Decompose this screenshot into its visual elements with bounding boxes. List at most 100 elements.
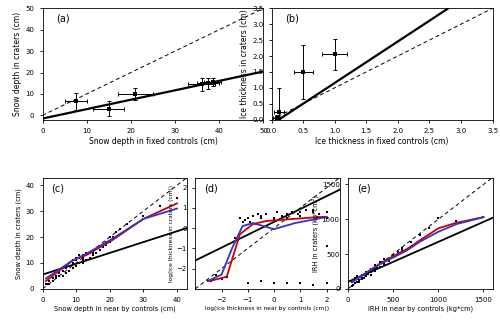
Point (156, 203, 164, 208)
Point (362, 270, 370, 275)
Point (254, 211, 262, 216)
Point (351, 276, 359, 281)
Point (92, 250, 100, 255)
Point (366, 272, 374, 278)
Text: (c): (c) (51, 183, 64, 193)
Point (69, 258, 77, 263)
Point (353, 279, 361, 285)
Point (52, 273, 60, 279)
Point (384, 258, 392, 264)
Point (102, 242, 110, 247)
Point (58, 266, 66, 271)
Point (48, 276, 56, 281)
Point (89, 253, 97, 258)
Point (92, 250, 100, 255)
Point (236, 215, 244, 221)
Point (56, 273, 64, 279)
Point (99, 245, 107, 250)
Point (102, 240, 110, 245)
Text: (a): (a) (56, 14, 70, 24)
Point (96, 247, 104, 253)
Point (348, 279, 356, 285)
Point (207, 278, 215, 284)
Point (86, 255, 94, 260)
Point (66, 263, 74, 268)
Text: (b): (b) (285, 14, 298, 24)
Point (358, 277, 366, 282)
Point (270, 215, 278, 221)
Point (140, 214, 147, 219)
Point (283, 280, 291, 286)
Point (389, 252, 397, 257)
Point (362, 272, 370, 278)
Point (99, 242, 107, 247)
Point (322, 209, 330, 214)
Point (350, 282, 358, 287)
Point (244, 215, 252, 221)
Point (249, 213, 257, 219)
Point (86, 250, 94, 255)
Point (112, 229, 120, 234)
Point (380, 260, 388, 265)
Point (69, 260, 77, 266)
Point (109, 234, 117, 240)
Point (376, 264, 384, 269)
Point (223, 274, 231, 279)
Point (358, 276, 366, 281)
Point (204, 278, 212, 284)
Point (452, 218, 460, 223)
Point (294, 211, 302, 216)
Point (355, 278, 363, 283)
Point (270, 217, 278, 223)
Point (79, 258, 87, 263)
Point (371, 266, 379, 271)
Point (376, 260, 384, 265)
Point (257, 213, 265, 219)
X-axis label: Snow depth in near by controls (cm): Snow depth in near by controls (cm) (54, 306, 176, 312)
Point (44, 281, 52, 286)
X-axis label: log(ice thickness in near by controls (cm)): log(ice thickness in near by controls (c… (206, 306, 330, 311)
Point (257, 215, 265, 221)
Point (173, 196, 181, 201)
Point (283, 211, 291, 216)
Point (380, 262, 388, 267)
Point (366, 266, 374, 271)
Point (302, 207, 310, 212)
Point (360, 276, 368, 281)
Point (204, 278, 212, 284)
Point (358, 272, 366, 278)
Point (378, 260, 386, 265)
Point (62, 263, 70, 268)
Point (244, 215, 252, 221)
Point (252, 221, 260, 227)
Point (394, 249, 402, 255)
Point (56, 271, 64, 276)
Point (246, 219, 254, 225)
Point (310, 282, 318, 288)
Y-axis label: Snow depth in craters (cm): Snow depth in craters (cm) (16, 188, 22, 279)
Point (358, 276, 366, 281)
Point (371, 263, 379, 268)
Point (362, 272, 370, 278)
Point (351, 281, 359, 286)
Point (296, 213, 304, 219)
Point (353, 279, 361, 285)
Point (106, 240, 114, 245)
Point (351, 281, 359, 286)
Point (355, 279, 363, 284)
Point (257, 278, 265, 284)
Point (283, 215, 291, 221)
Point (296, 280, 304, 286)
X-axis label: IRH in near by controls (kg*cm): IRH in near by controls (kg*cm) (368, 306, 473, 312)
X-axis label: Ice thickness in fixed controls (cm): Ice thickness in fixed controls (cm) (316, 137, 448, 146)
Point (296, 209, 304, 214)
Point (102, 242, 110, 247)
Point (244, 280, 252, 286)
Point (72, 255, 80, 260)
Point (106, 240, 114, 245)
Point (58, 268, 66, 273)
Point (407, 239, 415, 244)
Point (416, 232, 424, 237)
Point (270, 280, 278, 286)
Point (230, 236, 238, 241)
